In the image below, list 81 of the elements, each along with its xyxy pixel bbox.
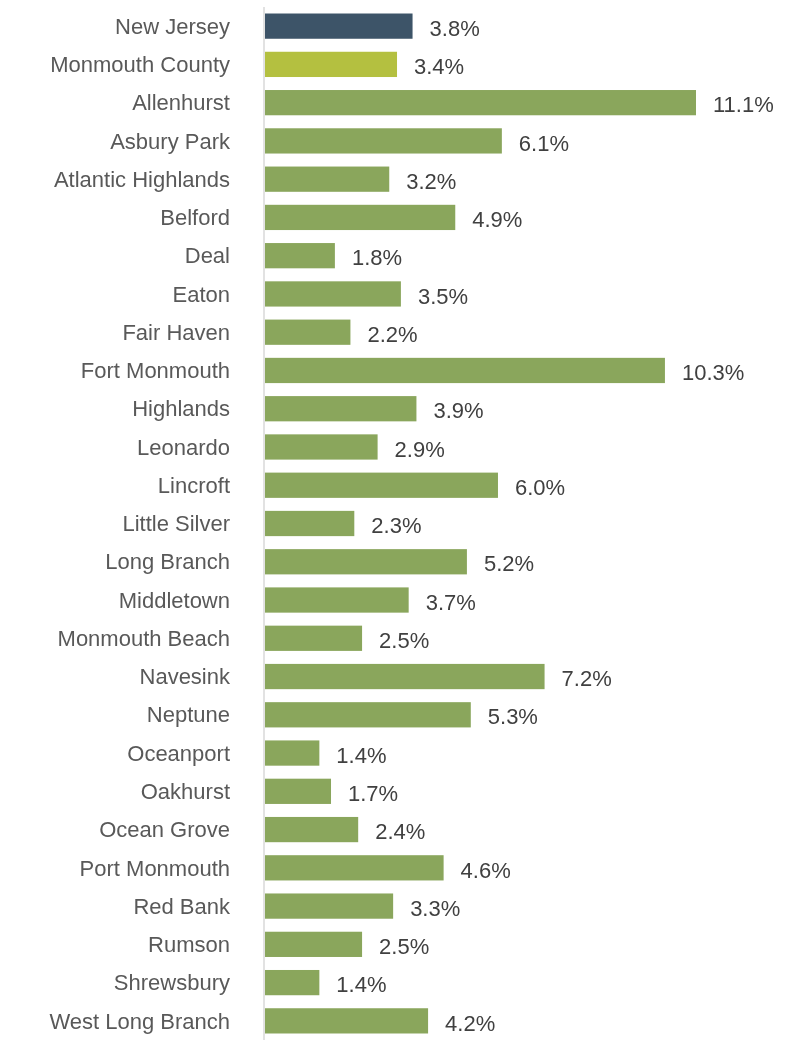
data-label: 3.4%: [414, 54, 465, 80]
y-tick-label: Rumson: [148, 932, 230, 958]
data-label: 3.7%: [425, 589, 476, 615]
y-tick-label: Monmouth County: [50, 52, 230, 78]
y-tick-label: Fair Haven: [122, 319, 230, 345]
data-label: 2.2%: [367, 321, 418, 347]
bar: [265, 931, 363, 957]
data-label: 10.3%: [681, 360, 745, 386]
y-tick-label: Little Silver: [122, 511, 230, 537]
y-tick-label: Fort Monmouth: [80, 358, 230, 384]
y-tick-label: Leonardo: [137, 434, 230, 460]
bar: [265, 510, 355, 537]
data-label: 5.2%: [483, 551, 535, 577]
bar: [265, 855, 444, 881]
bar: [265, 702, 471, 728]
y-tick-label: Atlantic Highlands: [53, 166, 230, 192]
data-label: 1.4%: [336, 972, 387, 998]
bar: [265, 204, 456, 231]
y-tick-label: Deal: [184, 243, 230, 269]
data-label: 2.3%: [371, 513, 422, 539]
y-tick-label: New Jersey: [115, 13, 230, 39]
y-tick-label: Oceanport: [127, 740, 230, 766]
y-tick-label: Ocean Grove: [99, 817, 230, 843]
bar: [265, 90, 696, 116]
bar: [265, 166, 390, 192]
y-tick-label: Highlands: [132, 396, 230, 422]
data-label: 4.9%: [472, 207, 523, 233]
y-tick-label: Oakhurst: [140, 779, 230, 805]
data-label: 1.4%: [336, 742, 387, 768]
data-label: 6.0%: [514, 474, 566, 500]
y-tick-label: Eaton: [172, 281, 230, 307]
data-label: 3.9%: [433, 398, 484, 424]
data-label: 7.2%: [561, 666, 612, 692]
y-tick-label: West Long Branch: [49, 1008, 230, 1034]
bar: [265, 472, 498, 498]
bar: [265, 625, 363, 651]
data-label: 6.1%: [518, 130, 570, 156]
y-tick-label: Shrewsbury: [113, 970, 230, 996]
y-tick-label: Lincroft: [157, 472, 230, 498]
data-label: 4.6%: [460, 857, 511, 883]
bar: [265, 969, 320, 996]
bar: [265, 128, 502, 154]
bar: [265, 396, 417, 422]
bar: [265, 778, 332, 804]
data-label: 3.2%: [406, 168, 457, 194]
data-label: 4.2%: [445, 1010, 496, 1036]
y-tick-label: Asbury Park: [110, 128, 231, 154]
bar: [265, 816, 359, 843]
data-label: 3.5%: [417, 283, 469, 309]
bar: [265, 51, 398, 78]
bar: [265, 281, 401, 307]
bar: [265, 243, 335, 269]
data-label: 2.5%: [379, 627, 430, 653]
y-tick-label: Neptune: [146, 702, 230, 728]
y-tick-label: Navesink: [139, 664, 231, 690]
y-tick-label: Red Bank: [133, 893, 231, 919]
y-tick-label: Long Branch: [105, 549, 230, 575]
bar: [265, 1008, 429, 1034]
data-label: 2.4%: [375, 819, 426, 845]
data-label: 3.3%: [410, 895, 461, 921]
data-label: 3.8%: [429, 15, 480, 41]
y-tick-label: Belford: [160, 205, 230, 231]
data-label: 1.7%: [348, 781, 399, 807]
bar: [265, 319, 351, 345]
bar: [265, 663, 545, 690]
data-label: 11.1%: [713, 92, 774, 118]
y-tick-label: Allenhurst: [132, 90, 230, 116]
y-tick-label: Middletown: [118, 587, 230, 613]
y-tick-label: Port Monmouth: [79, 855, 230, 881]
data-label: 5.3%: [487, 704, 538, 730]
bar: [265, 893, 394, 919]
bar: [265, 740, 320, 766]
data-label: 1.8%: [351, 245, 403, 271]
bar: [265, 13, 413, 39]
bar: [265, 549, 467, 575]
data-label: 2.5%: [379, 934, 430, 960]
bar: [265, 357, 665, 384]
bar: [265, 434, 378, 460]
data-label: 2.9%: [394, 436, 445, 462]
bar: [265, 587, 409, 613]
y-tick-label: Monmouth Beach: [57, 625, 230, 651]
